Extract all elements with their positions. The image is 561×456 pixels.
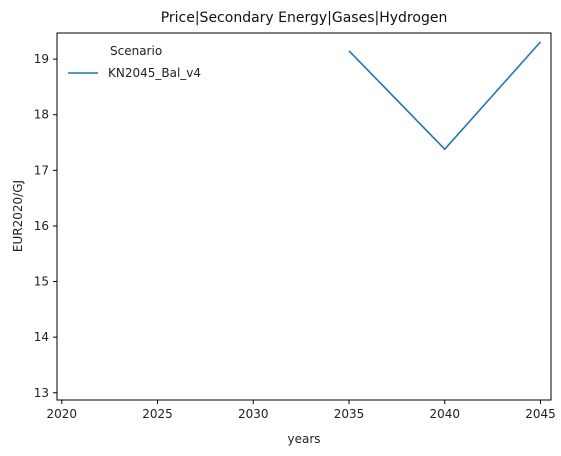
chart-title: Price|Secondary Energy|Gases|Hydrogen (161, 10, 448, 26)
x-tick-label-2020: 2020 (47, 407, 78, 421)
series-layer (348, 41, 542, 151)
y-tick-label-19: 19 (34, 52, 49, 66)
legend: Scenario KN2045_Bal_v4 (68, 44, 201, 80)
y-tick-label-13: 13 (34, 386, 49, 400)
x-axis-label: years (287, 432, 320, 446)
y-axis-label: EUR2020/GJ (11, 180, 25, 252)
series-line-kn2045-bal-v4 (348, 41, 542, 151)
y-tick-label-15: 15 (34, 275, 49, 289)
x-tick-label-2045: 2045 (525, 407, 556, 421)
y-tick-label-18: 18 (34, 108, 49, 122)
x-tick-label-2030: 2030 (238, 407, 269, 421)
x-tick-label-2025: 2025 (142, 407, 173, 421)
plot-area (56, 32, 552, 401)
y-tick-label-17: 17 (34, 163, 49, 177)
legend-title: Scenario (110, 44, 162, 58)
y-tick-label-16: 16 (34, 219, 49, 233)
x-axis: 2020 2025 2030 2035 2040 2045 (47, 400, 556, 421)
plot-frame (56, 32, 552, 401)
y-tick-label-14: 14 (34, 330, 49, 344)
x-tick-label-2035: 2035 (334, 407, 365, 421)
y-axis: 13 14 15 16 17 18 19 (34, 52, 57, 400)
x-tick-label-2040: 2040 (429, 407, 460, 421)
legend-entry-kn2045-bal-v4: KN2045_Bal_v4 (108, 66, 201, 80)
